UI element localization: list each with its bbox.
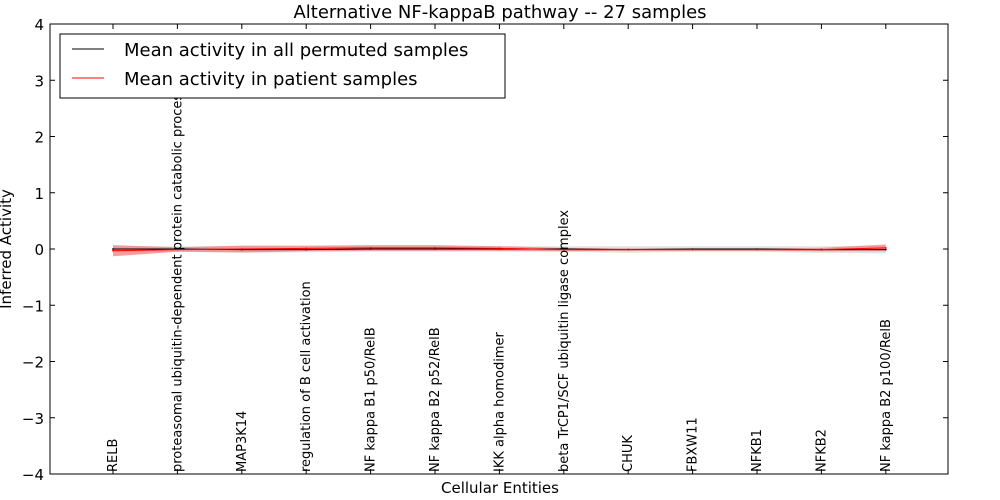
legend: Mean activity in all permuted samples Me… (59, 33, 506, 99)
data-point (884, 248, 887, 251)
data-point (627, 248, 630, 251)
data-point (756, 248, 758, 251)
x-tick-label: NF kappa B2 p100/RelB (879, 319, 894, 472)
x-tick-label: proteasomal ubiquitin-dependent protein … (170, 87, 185, 472)
legend-label-permuted: Mean activity in all permuted samples (124, 40, 468, 61)
y-tick-label: −1 (22, 297, 44, 315)
y-tick-label: −2 (22, 354, 44, 372)
y-axis: −4 −3 −2 −1 0 1 2 3 4 (22, 16, 948, 484)
data-point (691, 248, 694, 251)
y-tick-label: 0 (34, 241, 44, 259)
x-axis: RELB proteasomal ubiquitin-dependent prot… (106, 24, 894, 474)
data-point (176, 248, 179, 251)
data-point (112, 248, 114, 250)
x-tick-label: beta TrCP1/SCF ubiquitin ligase complex (557, 210, 572, 472)
x-tick-label: CHUK (621, 435, 636, 472)
x-axis-label: Cellular Entities (441, 479, 559, 497)
y-axis-label: Inferred Activity (0, 189, 15, 309)
data-point (562, 248, 565, 251)
x-tick-label: NFKB2 (814, 429, 829, 472)
y-tick-label: 2 (34, 129, 44, 147)
x-tick-label: IKK alpha homodimer (492, 331, 507, 472)
x-tick-label: FBXW11 (686, 417, 701, 472)
x-tick-label: RELB (106, 439, 121, 472)
chart-title: Alternative NF-kappaB pathway -- 27 samp… (293, 2, 706, 23)
x-tick-label: NF kappa B1 p50/RelB (364, 327, 379, 472)
data-point (305, 247, 308, 250)
y-tick-label: −3 (22, 410, 44, 428)
y-tick-label: 1 (34, 185, 44, 203)
series-lines (112, 246, 887, 252)
data-point (112, 249, 114, 252)
y-tick-label: −4 (22, 466, 44, 484)
x-tick-label: NF kappa B2 p52/RelB (428, 327, 443, 472)
y-tick-label: 3 (34, 72, 44, 90)
data-point (369, 246, 372, 249)
x-tick-label: MAP3K14 (235, 411, 250, 472)
confidence-bands (113, 244, 886, 257)
legend-label-patient: Mean activity in patient samples (124, 69, 418, 90)
data-point (240, 248, 243, 250)
legend-box (59, 33, 506, 99)
y-tick-label: 4 (34, 16, 44, 34)
data-point (498, 247, 501, 250)
data-point (884, 246, 887, 249)
x-tick-label: regulation of B cell activation (299, 281, 314, 472)
x-tick-label: NFKB1 (750, 429, 765, 472)
data-point (820, 248, 823, 251)
series-band-1 (113, 244, 886, 257)
data-point (434, 246, 436, 249)
